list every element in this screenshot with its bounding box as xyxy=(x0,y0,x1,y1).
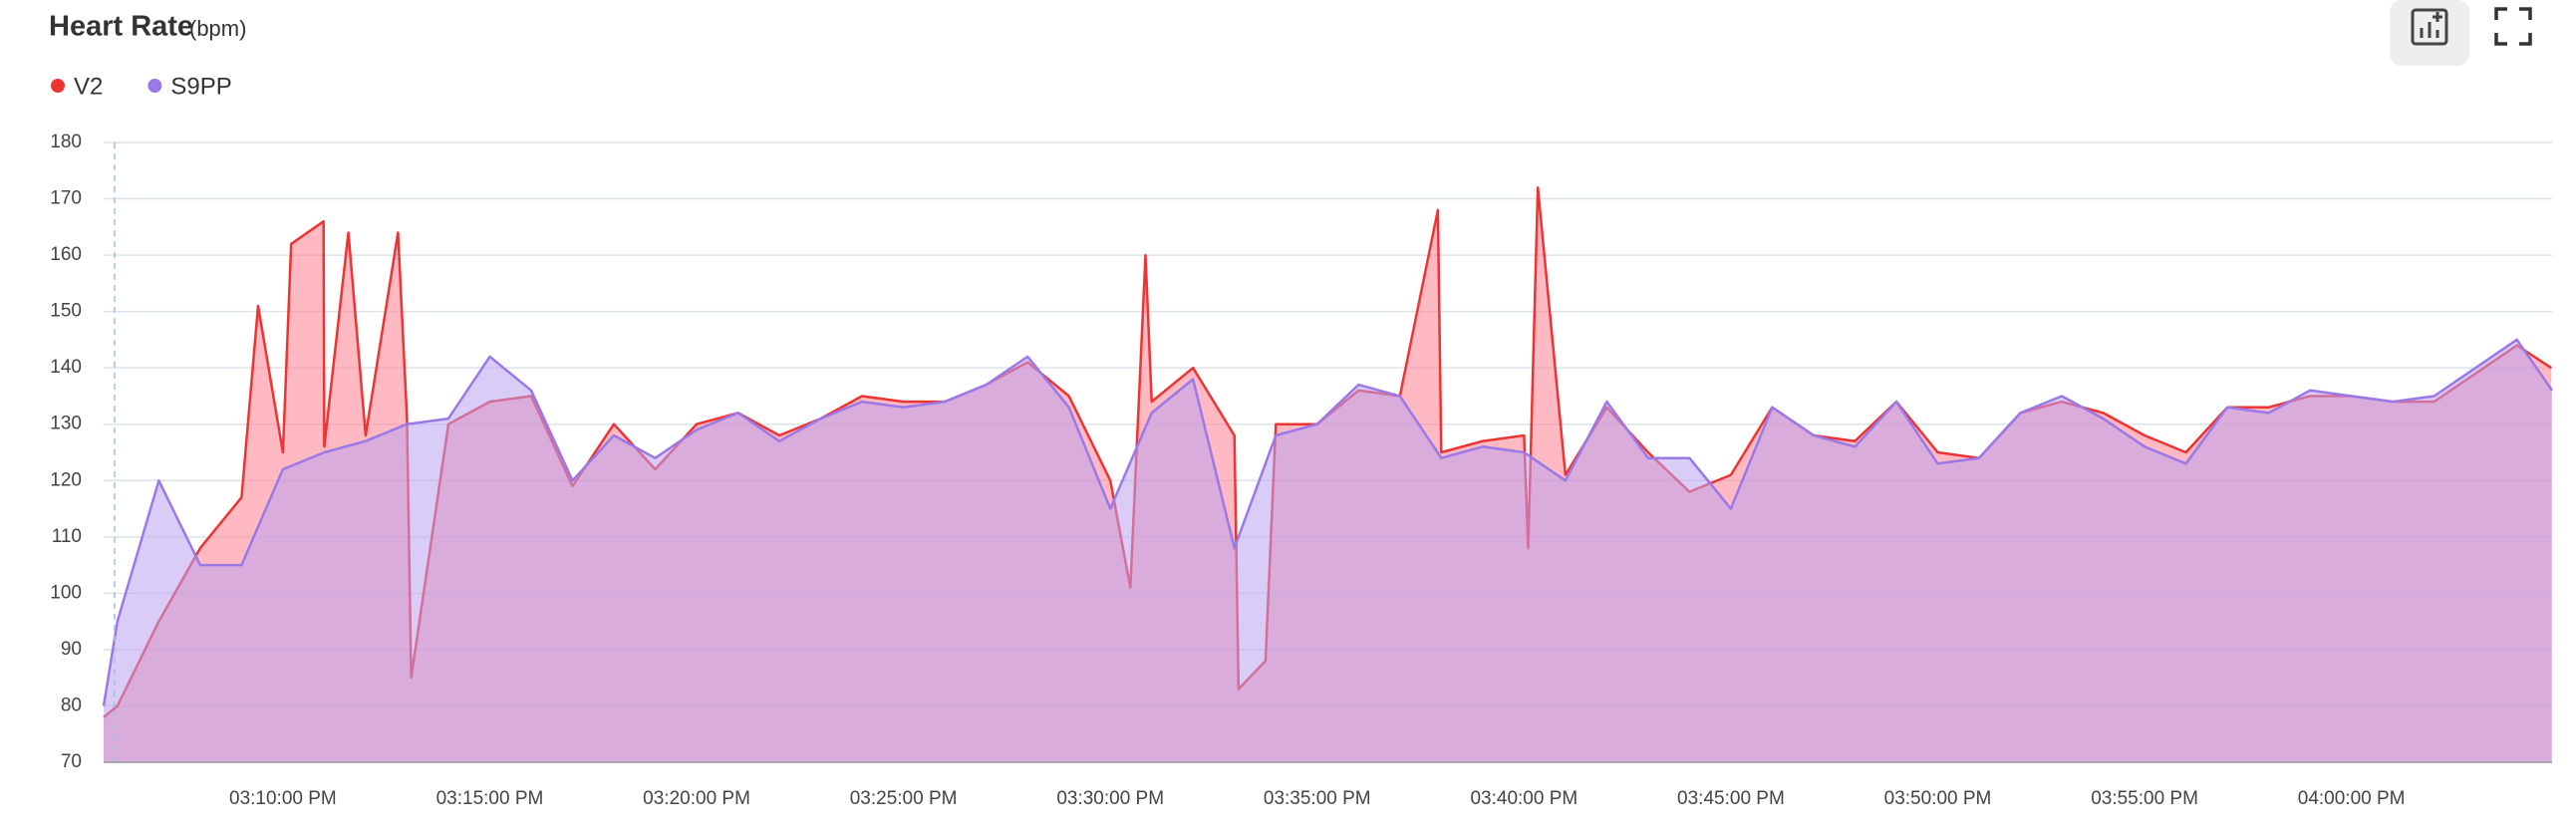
x-tick-label: 03:40:00 PM xyxy=(1470,788,1577,809)
plot-area xyxy=(102,185,2554,762)
y-tick-label: 130 xyxy=(50,414,82,434)
legend: V2 S9PP xyxy=(51,73,232,100)
y-tick-label: 110 xyxy=(52,526,82,547)
add-chart-button[interactable] xyxy=(2390,0,2469,66)
x-tick-label: 03:45:00 PM xyxy=(1677,788,1785,809)
y-tick-label: 140 xyxy=(50,357,82,378)
legend-dot xyxy=(51,79,65,93)
x-tick-label: 04:00:00 PM xyxy=(2298,788,2406,809)
x-tick-label: 03:10:00 PM xyxy=(229,788,337,809)
button-bg[interactable] xyxy=(2491,4,2535,48)
y-tick-label: 170 xyxy=(50,188,82,209)
x-tick-label: 03:30:00 PM xyxy=(1056,788,1164,809)
legend-dot xyxy=(147,79,162,93)
x-tick-label: 03:15:00 PM xyxy=(436,788,544,809)
x-tick-label: 03:50:00 PM xyxy=(1884,788,1992,809)
x-tick-label: 03:35:00 PM xyxy=(1264,788,1371,809)
icon xyxy=(2411,8,2448,46)
y-tick-label: 80 xyxy=(61,695,82,715)
y-tick-label: 150 xyxy=(50,301,82,322)
y-tick-label: 90 xyxy=(61,639,82,660)
legend-label: V2 xyxy=(74,73,103,100)
x-tick-label: 03:55:00 PM xyxy=(2091,788,2198,809)
legend-item[interactable]: V2 xyxy=(51,73,103,100)
legend-item[interactable]: S9PP xyxy=(147,73,232,100)
icon xyxy=(2420,12,2442,38)
y-tick-label: 70 xyxy=(61,751,82,772)
legend-label: S9PP xyxy=(170,73,231,100)
chart-title: Heart Rate xyxy=(49,11,193,43)
icon xyxy=(2494,7,2532,46)
y-tick-label: 160 xyxy=(50,244,82,265)
x-tick-label: 03:25:00 PM xyxy=(850,788,958,809)
series-line xyxy=(102,338,2554,706)
axes: 70 80 90 100 110 120 130 140 150 160 170 180 03:10:0… xyxy=(50,132,2552,809)
x-tick-label: 03:20:00 PM xyxy=(643,788,750,809)
fullscreen-button[interactable] xyxy=(2491,4,2535,48)
y-tick-label: 120 xyxy=(50,469,82,490)
y-tick-label: 180 xyxy=(50,132,82,152)
series-area xyxy=(104,339,2552,762)
chart-subtitle: (bpm) xyxy=(189,16,246,41)
y-tick-label: 100 xyxy=(50,582,82,603)
